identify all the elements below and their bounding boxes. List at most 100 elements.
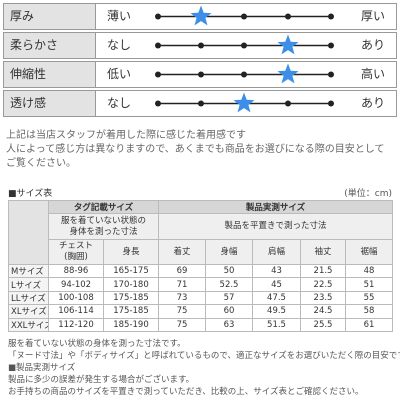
cell: 94-102 bbox=[48, 277, 104, 292]
cell: 21.5 bbox=[300, 263, 346, 279]
row-label: LLサイズ bbox=[8, 290, 49, 306]
slider-dot bbox=[328, 13, 334, 20]
cell: 112-120 bbox=[48, 317, 104, 332]
cell: 75 bbox=[158, 317, 206, 332]
slider-dot bbox=[198, 71, 204, 78]
column-header: 身幅 bbox=[205, 239, 253, 265]
slider-dot bbox=[241, 13, 247, 20]
row-label: Mサイズ bbox=[8, 263, 49, 279]
slider-dot bbox=[198, 100, 204, 107]
data-row: XXLサイズ 112-120 185-190 75 63 51.5 25.5 61 bbox=[8, 317, 394, 332]
cell: 165-175 bbox=[103, 263, 159, 279]
cell: 185-190 bbox=[103, 317, 159, 332]
note: 上記は当店スタッフが着用した際に感じた着用感です bbox=[6, 130, 246, 141]
cell: 47.5 bbox=[252, 290, 301, 306]
attribute-row: 柔らかさ なし あり bbox=[3, 32, 397, 59]
low-label: 低い bbox=[107, 67, 132, 81]
high-label: あり bbox=[361, 38, 386, 52]
cell: 23.5 bbox=[300, 290, 346, 306]
note: 人によって感じ方は異なりますので、あくまでも商品をお選びになる際の目安として bbox=[6, 144, 385, 155]
group-header: 製品実測サイズ bbox=[157, 200, 394, 214]
level-star bbox=[277, 34, 299, 55]
attribute-row: 透け感 なし あり bbox=[3, 90, 397, 117]
cell: 175-185 bbox=[103, 304, 159, 319]
high-label: あり bbox=[361, 96, 386, 110]
attribute-label: 厚み bbox=[4, 4, 96, 29]
unit: (単位：cm) bbox=[344, 189, 392, 199]
note: 製品に多少の誤差が発生する場合がございます。 bbox=[8, 375, 195, 385]
slider-dot bbox=[155, 13, 161, 20]
cell: 51 bbox=[344, 277, 394, 292]
cell: 71 bbox=[158, 277, 206, 292]
note: 「ヌード寸法」や「ボディサイズ」と呼ばれているもので、適正なサイズをお選びいただ… bbox=[8, 351, 400, 361]
cell: 73 bbox=[158, 290, 206, 306]
slider-dot bbox=[241, 71, 247, 78]
cell: 60 bbox=[205, 304, 253, 319]
cell: 22.5 bbox=[300, 277, 346, 292]
note: ■製品実測サイズ bbox=[8, 363, 76, 373]
level-star bbox=[233, 92, 255, 113]
cell: 25.5 bbox=[300, 317, 346, 332]
low-label: なし bbox=[107, 38, 132, 52]
slider bbox=[155, 34, 334, 55]
header-row: 服を着ていない状態の身体を測った寸法 製品を平置きで測った寸法 bbox=[9, 213, 394, 240]
slider-dot bbox=[328, 42, 334, 49]
row-label: XXLサイズ bbox=[8, 317, 49, 332]
cell: 24.5 bbox=[300, 304, 346, 319]
group-note: 製品を平置きで測った寸法 bbox=[157, 213, 394, 240]
slider-dot bbox=[285, 100, 291, 107]
cell: 50 bbox=[205, 263, 253, 279]
column-header: 裾幅 bbox=[344, 239, 394, 265]
slider bbox=[155, 92, 334, 113]
data-row: LLサイズ 100-108 175-185 73 57 47.5 23.5 55 bbox=[8, 290, 394, 306]
attribute-row: 厚み 薄い 厚い bbox=[3, 3, 397, 30]
data-row: XLサイズ 106-114 175-185 75 60 49.5 24.5 58 bbox=[8, 304, 394, 319]
column-header: 身長 bbox=[103, 239, 159, 265]
slider-dot bbox=[155, 100, 161, 107]
cell: 175-185 bbox=[103, 290, 159, 306]
slider-dot bbox=[328, 100, 334, 107]
cell: 106-114 bbox=[48, 304, 104, 319]
cell: 57 bbox=[205, 290, 253, 306]
slider-dot bbox=[328, 71, 334, 78]
cell: 51.5 bbox=[252, 317, 301, 332]
attribute-label: 伸縮性 bbox=[4, 62, 96, 87]
cell: 170-180 bbox=[103, 277, 159, 292]
cell: 49.5 bbox=[252, 304, 301, 319]
slider-dot bbox=[155, 42, 161, 49]
low-label: 薄い bbox=[107, 9, 132, 23]
cell: 88-96 bbox=[48, 263, 104, 279]
slider bbox=[155, 63, 334, 84]
level-star bbox=[190, 5, 212, 26]
cell: 55 bbox=[344, 290, 394, 306]
blank-cell bbox=[8, 200, 49, 265]
cell: 100-108 bbox=[48, 290, 104, 306]
high-label: 厚い bbox=[361, 9, 386, 23]
high-label: 高い bbox=[361, 67, 386, 81]
note: ご覧ください。 bbox=[6, 158, 76, 169]
level-star bbox=[277, 63, 299, 84]
data-row: Lサイズ 94-102 170-180 71 52.5 45 22.5 51 bbox=[8, 277, 394, 292]
attribute-label: 透け感 bbox=[4, 91, 96, 116]
group-header: タグ記載サイズ bbox=[48, 200, 159, 214]
slider-dot bbox=[285, 13, 291, 20]
size-table: タグ記載サイズ 製品実測サイズ 服を着ていない状態の身体を測った寸法 製品を平置きで測… bbox=[8, 200, 394, 332]
header-row: チェスト(胸囲) 身長 着丈 身幅 肩幅 袖丈 裾幅 bbox=[9, 239, 394, 265]
column-header: 肩幅 bbox=[252, 239, 301, 265]
group-note: 服を着ていない状態の身体を測った寸法 bbox=[48, 213, 159, 240]
data-row: Mサイズ 88-96 165-175 69 50 43 21.5 48 bbox=[8, 263, 394, 279]
cell: 69 bbox=[158, 263, 206, 279]
cell: 43 bbox=[252, 263, 301, 279]
row-label: Lサイズ bbox=[8, 277, 49, 292]
note: お手持ちの商品のサイズを平置きで測っていただき、比較の上、サイズ表とご確認くださ… bbox=[8, 387, 364, 397]
slider-dot bbox=[241, 42, 247, 49]
cell: 58 bbox=[344, 304, 394, 319]
cell: 52.5 bbox=[205, 277, 253, 292]
cell: 61 bbox=[344, 317, 394, 332]
note: 服を着ていない状態の身体を測った寸法です。 bbox=[8, 339, 186, 349]
attribute-label: 柔らかさ bbox=[4, 33, 96, 58]
cell: 45 bbox=[252, 277, 301, 292]
column-header: 袖丈 bbox=[300, 239, 346, 265]
table-title: ■サイズ表 bbox=[8, 189, 53, 199]
